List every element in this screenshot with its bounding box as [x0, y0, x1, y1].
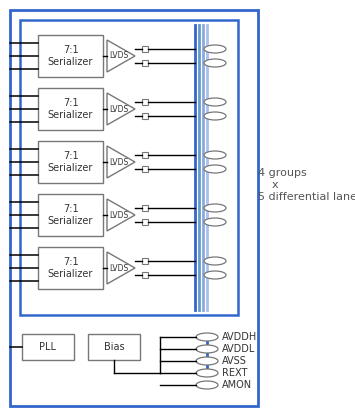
Text: AVSS: AVSS [222, 356, 247, 366]
Bar [142, 205, 147, 211]
Text: Bias: Bias [104, 342, 124, 352]
Bar [142, 272, 147, 278]
Ellipse shape [196, 333, 218, 341]
Bar [25, 25, 233, 310]
Ellipse shape [204, 218, 226, 226]
Polygon shape [107, 252, 135, 284]
Text: 7:1
Serializer: 7:1 Serializer [48, 257, 93, 279]
Text: 4 groups
    x
5 differential lanes: 4 groups x 5 differential lanes [258, 168, 355, 202]
Text: 7:1
Serializer: 7:1 Serializer [48, 45, 93, 67]
Bar [20, 20, 238, 315]
Text: LVDS: LVDS [109, 264, 129, 272]
Bar [88, 334, 140, 360]
Bar [10, 10, 258, 406]
Ellipse shape [204, 204, 226, 212]
Polygon shape [107, 93, 135, 125]
Ellipse shape [196, 357, 218, 365]
Bar [142, 258, 147, 264]
Ellipse shape [204, 165, 226, 173]
Text: LVDS: LVDS [109, 210, 129, 220]
Bar [142, 152, 147, 158]
Text: LVDS: LVDS [109, 52, 129, 60]
Text: PLL: PLL [39, 342, 56, 352]
Polygon shape [107, 199, 135, 231]
Bar [38, 194, 103, 236]
Ellipse shape [196, 381, 218, 389]
Text: 7:1
Serializer: 7:1 Serializer [48, 151, 93, 173]
Bar [142, 60, 147, 66]
Bar [22, 334, 74, 360]
Text: AVDDH: AVDDH [222, 332, 257, 342]
Bar [30, 30, 228, 305]
Text: AVDDL: AVDDL [222, 344, 255, 354]
Text: LVDS: LVDS [109, 158, 129, 166]
Bar [142, 46, 147, 52]
Ellipse shape [204, 112, 226, 120]
Text: AMON: AMON [222, 380, 252, 390]
Polygon shape [107, 40, 135, 72]
Ellipse shape [196, 345, 218, 353]
Bar [38, 141, 103, 183]
Text: 7:1
Serializer: 7:1 Serializer [48, 204, 93, 226]
Bar [38, 35, 103, 77]
Text: LVDS: LVDS [109, 104, 129, 114]
Ellipse shape [204, 98, 226, 106]
Ellipse shape [204, 59, 226, 67]
Ellipse shape [204, 45, 226, 53]
Bar [142, 99, 147, 105]
Bar [38, 247, 103, 289]
Bar [38, 88, 103, 130]
Text: REXT: REXT [222, 368, 247, 378]
Bar [142, 219, 147, 225]
Ellipse shape [204, 271, 226, 279]
Ellipse shape [196, 369, 218, 377]
Text: 7:1
Serializer: 7:1 Serializer [48, 98, 93, 120]
Bar [142, 166, 147, 172]
Bar [35, 35, 223, 300]
Polygon shape [107, 146, 135, 178]
Ellipse shape [204, 257, 226, 265]
Bar [142, 113, 147, 119]
Ellipse shape [204, 151, 226, 159]
